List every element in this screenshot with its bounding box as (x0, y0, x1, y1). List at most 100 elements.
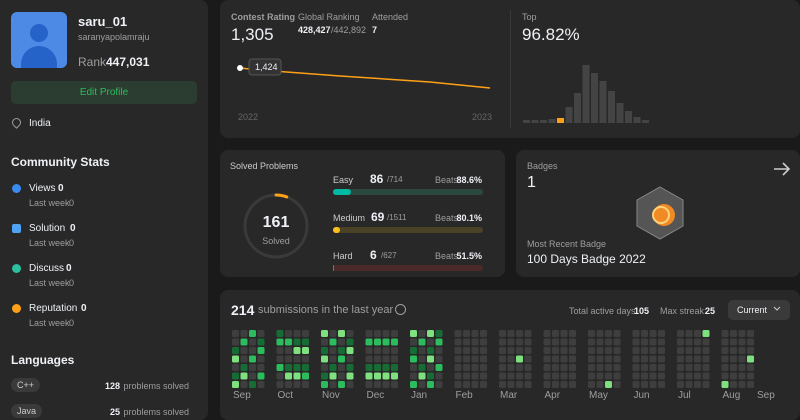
heat-cell (321, 330, 328, 337)
solved-total: 161 (262, 214, 290, 231)
heat-cell (543, 347, 551, 354)
heat-cell (240, 364, 248, 371)
heat-cell (632, 381, 640, 388)
heat-cell (257, 364, 265, 371)
level-total: /714 (387, 175, 403, 184)
language-tag: Java (11, 404, 43, 418)
x-start: 2022 (238, 112, 259, 122)
heat-cell (391, 372, 398, 380)
heat-cell (435, 330, 443, 337)
heat-cell (516, 355, 523, 363)
stat-sub: Last week (29, 238, 70, 248)
solved-total-label: Solved (262, 236, 290, 246)
heat-cell (588, 381, 595, 388)
active-days: 105 (634, 306, 650, 316)
month-label: Sep (233, 390, 251, 401)
heat-cell (410, 330, 417, 337)
level-beats-label: Beats (435, 251, 459, 261)
heat-cell (471, 347, 479, 354)
heat-cell (257, 330, 265, 337)
heat-cell (285, 355, 292, 363)
heat-cell (588, 364, 595, 371)
heat-cell (738, 338, 746, 346)
year-dropdown[interactable] (728, 300, 790, 320)
rank-label: Rank (78, 55, 107, 69)
submission-text: submissions in the last year (258, 304, 394, 316)
heat-cell (516, 330, 523, 337)
heat-cell (632, 330, 640, 337)
heat-cell (346, 364, 354, 371)
heat-cell (338, 364, 345, 371)
heat-cell (499, 330, 506, 337)
heat-cell (560, 372, 568, 380)
rating-point (237, 65, 243, 71)
heat-cell (302, 355, 309, 363)
heat-cell (338, 347, 345, 354)
heat-cell (552, 355, 559, 363)
heat-cell (702, 330, 710, 337)
heat-cell (677, 338, 684, 346)
heat-cell (285, 364, 292, 371)
info-icon (395, 304, 406, 315)
heat-cell (694, 364, 701, 371)
heat-cell (249, 381, 256, 388)
heat-cell (454, 364, 462, 371)
heat-cell (694, 330, 701, 337)
heat-cell (685, 372, 693, 380)
languages-title: Languages (11, 353, 75, 367)
heat-cell (463, 347, 470, 354)
top-label: Top (522, 12, 537, 22)
heat-cell (721, 347, 729, 354)
heat-cell (374, 347, 381, 354)
ranking-label: Global Ranking (298, 12, 360, 22)
heat-cell (560, 381, 568, 388)
heat-cell (454, 330, 462, 337)
histogram-bar (642, 120, 649, 123)
heat-cell (257, 372, 265, 380)
heat-cell (499, 364, 506, 371)
heat-cell (641, 347, 648, 354)
heat-cell (499, 347, 506, 354)
heat-cell (427, 355, 434, 363)
heat-cell (658, 364, 665, 371)
location: India (29, 118, 51, 129)
heat-cell (507, 330, 515, 337)
heat-cell (543, 330, 551, 337)
heat-cell (410, 372, 417, 380)
badges-count: 1 (527, 174, 536, 191)
heat-cell (257, 381, 265, 388)
heat-cell (516, 347, 523, 354)
heat-cell (454, 381, 462, 388)
heat-cell (605, 338, 612, 346)
level-beats-label: Beats (435, 175, 459, 185)
recent-badge: 100 Days Badge 2022 (527, 252, 646, 266)
heat-cell (249, 372, 256, 380)
heat-cell (747, 364, 754, 371)
heat-cell (560, 347, 568, 354)
heat-cell (276, 330, 284, 337)
histogram-bar (591, 73, 598, 123)
heat-cell (232, 372, 239, 380)
heat-cell (302, 338, 309, 346)
heat-cell (721, 364, 729, 371)
edit-profile-button[interactable]: Edit Profile (11, 81, 197, 104)
heat-cell (454, 355, 462, 363)
level-track (333, 265, 483, 271)
level-track (333, 189, 483, 195)
heat-cell (365, 355, 373, 363)
heat-cell (257, 338, 265, 346)
solved-title: Solved Problems (230, 161, 299, 171)
heat-cell (605, 355, 612, 363)
rating: 1,305 (231, 25, 274, 44)
heat-cell (658, 372, 665, 380)
heat-cell (596, 338, 604, 346)
heat-cell (285, 338, 292, 346)
heat-cell (677, 381, 684, 388)
heat-cell (346, 338, 354, 346)
heat-cell (721, 338, 729, 346)
heat-cell (605, 372, 612, 380)
heat-cell (605, 347, 612, 354)
arrow-button[interactable] (772, 160, 792, 178)
heat-cell (382, 347, 390, 354)
heat-cell (730, 347, 737, 354)
